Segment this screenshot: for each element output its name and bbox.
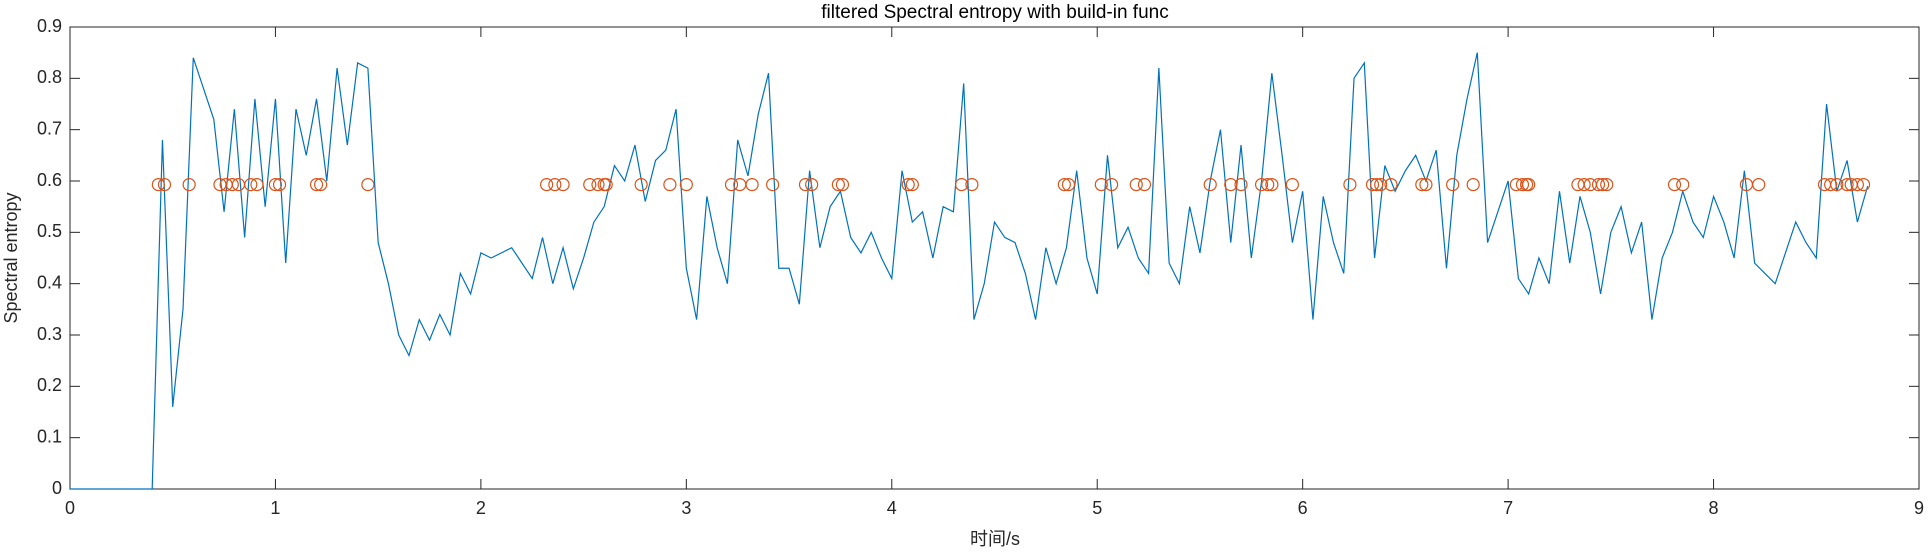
marker (540, 177, 554, 192)
y-tick-label: 0.4 (37, 272, 62, 292)
marker (1203, 177, 1217, 192)
marker (268, 177, 283, 192)
y-tick-label: 0 (52, 478, 62, 498)
marker (901, 177, 915, 192)
marker (1415, 177, 1429, 192)
chart-title: filtered Spectral entropy with build-in … (821, 2, 1168, 23)
marker (798, 177, 813, 192)
marker (1137, 177, 1152, 192)
marker (1752, 177, 1766, 192)
marker (1094, 177, 1108, 192)
x-tick-label: 7 (1503, 498, 1513, 518)
marker (724, 177, 739, 192)
marker (1285, 177, 1299, 192)
marker (1374, 177, 1388, 192)
marker (679, 177, 693, 192)
marker (309, 177, 324, 192)
marker (151, 177, 165, 192)
marker (1676, 177, 1690, 192)
marker (1824, 177, 1838, 192)
y-tick-label: 0.6 (37, 170, 62, 190)
marker (805, 177, 819, 192)
marker (1591, 177, 1606, 192)
marker (634, 177, 648, 192)
x-axis-label: 时间/s (970, 529, 1020, 549)
marker (1105, 177, 1119, 192)
y-axis-label: Spectral entropy (1, 192, 21, 323)
x-tick-label: 0 (65, 498, 75, 518)
x-tick-label: 1 (270, 498, 280, 518)
marker (1466, 177, 1480, 192)
y-tick-label: 0.8 (37, 67, 62, 87)
marker (831, 177, 845, 192)
marker (599, 177, 613, 192)
marker (1224, 177, 1238, 192)
y-tick-label: 0.2 (37, 375, 62, 395)
marker (1365, 177, 1380, 192)
data-line (70, 52, 1869, 490)
marker (745, 177, 759, 192)
marker (835, 177, 850, 192)
marker (1265, 177, 1279, 192)
marker (225, 177, 239, 192)
y-tick-label: 0.3 (37, 324, 62, 344)
y-tick-label: 0.9 (37, 16, 62, 36)
marker (1840, 177, 1854, 192)
marker (1850, 177, 1864, 192)
marker (1419, 177, 1433, 192)
marker (1600, 177, 1614, 192)
marker (905, 177, 919, 192)
marker (1856, 177, 1871, 192)
y-tick-label: 0.7 (37, 118, 62, 138)
marker (1667, 177, 1682, 192)
marker (766, 177, 780, 192)
marker (182, 177, 196, 192)
marker (361, 177, 375, 192)
marker (1057, 177, 1071, 192)
marker (955, 177, 969, 192)
x-tick-label: 6 (1298, 498, 1308, 518)
marker (1577, 177, 1591, 192)
marker (548, 177, 562, 192)
x-tick-label: 2 (476, 498, 486, 518)
y-tick-label: 0.5 (37, 221, 62, 241)
marker (250, 177, 264, 192)
marker (1234, 177, 1248, 192)
marker (1384, 177, 1398, 192)
x-tick-label: 8 (1709, 498, 1719, 518)
marker (244, 177, 258, 192)
marker (965, 177, 979, 192)
x-tick-label: 4 (887, 498, 897, 518)
marker (663, 177, 677, 192)
marker (1446, 177, 1460, 192)
x-tick-label: 3 (681, 498, 691, 518)
marker (591, 177, 605, 192)
marker (1254, 177, 1269, 192)
marker (272, 177, 287, 192)
marker (1061, 177, 1076, 192)
marker (1343, 177, 1357, 192)
axes-box (69, 26, 1920, 490)
marker (583, 177, 597, 192)
marker (1261, 177, 1275, 192)
marker (157, 177, 172, 192)
marker (1129, 177, 1143, 192)
x-tick-label: 9 (1914, 498, 1924, 518)
marker (1515, 177, 1530, 192)
marker (1522, 177, 1536, 192)
marker (1370, 177, 1384, 192)
marker (1596, 177, 1610, 192)
marker (556, 177, 570, 192)
marker (314, 177, 328, 192)
x-tick-label: 5 (1092, 498, 1102, 518)
marker (733, 177, 747, 192)
marker (1830, 177, 1844, 192)
y-tick-label: 0.1 (37, 426, 62, 446)
